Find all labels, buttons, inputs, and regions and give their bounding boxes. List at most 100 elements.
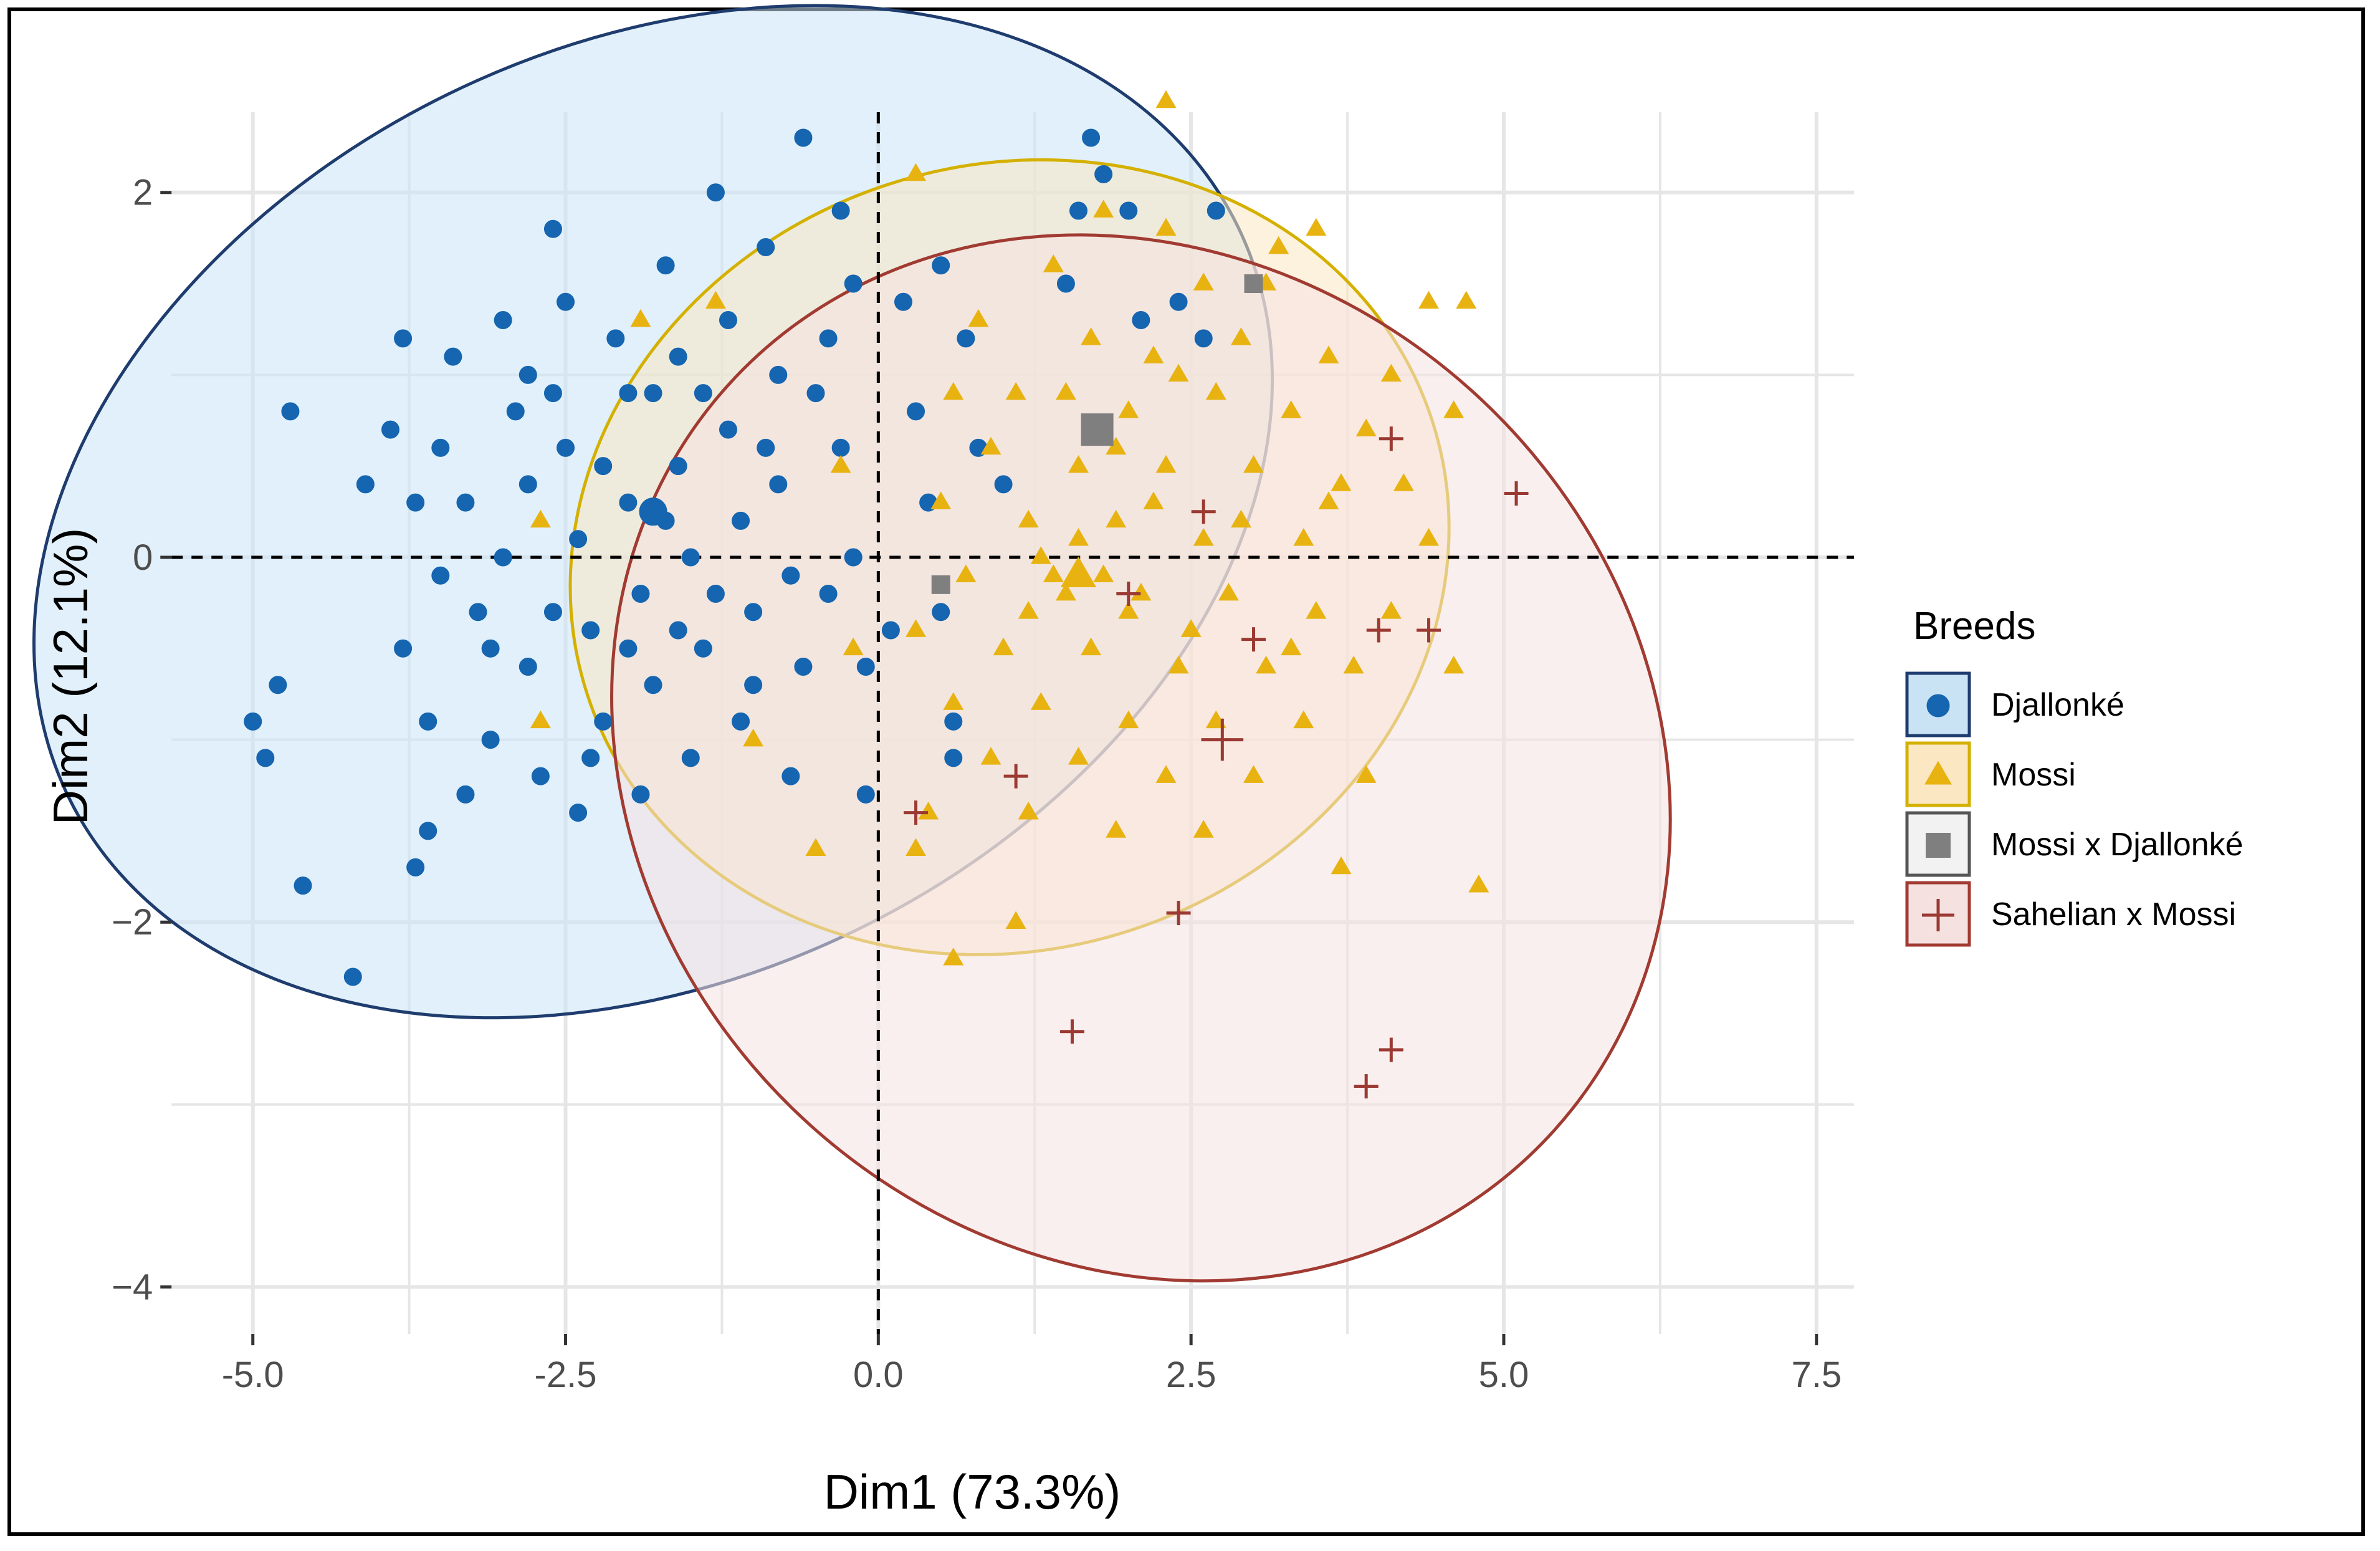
- point-djallonk: [631, 584, 650, 603]
- point-mossi: [1005, 911, 1026, 929]
- point-mossi: [1030, 546, 1051, 564]
- point-djallonk: [631, 785, 650, 804]
- point-djallonk: [394, 639, 413, 658]
- x-tick-label: -2.5: [535, 1355, 597, 1395]
- legend-key-plus-icon: [1922, 899, 1954, 931]
- x-axis-title: Dim1 (73.3%): [824, 1464, 1121, 1519]
- point-mossi: [1106, 820, 1127, 838]
- legend-label: Mossi: [1991, 757, 2076, 793]
- legend-key-circle-icon: [1926, 694, 1950, 718]
- point-djallonk: [681, 548, 700, 567]
- data-points: [244, 90, 1529, 1099]
- point-djallonk: [944, 749, 963, 767]
- point-djallonk: [1082, 128, 1101, 147]
- point-djallonk: [619, 639, 638, 658]
- point-mossi: [943, 382, 964, 400]
- point-djallonk: [557, 292, 575, 311]
- point-djallonk: [581, 749, 600, 767]
- point-djallonk: [494, 548, 512, 567]
- point-mossi: [1318, 491, 1339, 510]
- point-djallonk: [619, 493, 638, 512]
- y-tick-label: 2: [133, 173, 153, 213]
- point-mossi: [1331, 473, 1352, 491]
- point-djallonk: [644, 676, 662, 694]
- point-mossi: [1281, 400, 1302, 418]
- point-mossi: [1130, 582, 1152, 601]
- point-djallonk: [669, 457, 687, 476]
- point-mossi: [1230, 509, 1251, 528]
- point-mossi: [1230, 327, 1251, 345]
- point-djallonk: [856, 658, 875, 676]
- point-mossi: [968, 309, 989, 327]
- point-djallonk: [856, 785, 875, 804]
- point-djallonk: [343, 968, 362, 986]
- point-djallonk: [994, 475, 1013, 494]
- point-mossi: [1418, 291, 1440, 309]
- point-mossi: [918, 801, 939, 820]
- point-djallonk: [481, 731, 500, 749]
- point-mossi: [1393, 473, 1414, 491]
- group-centroids: [639, 413, 1244, 761]
- point-djallonk: [506, 402, 525, 421]
- point-djallonk: [881, 621, 900, 640]
- point-djallonk: [543, 603, 562, 622]
- point-mossi: [993, 637, 1014, 656]
- point-djallonk: [769, 475, 788, 494]
- point-djallonk: [757, 438, 775, 457]
- point-djallonk: [244, 712, 262, 731]
- point-djallonk: [569, 530, 588, 549]
- point-djallonk: [794, 128, 813, 147]
- point-djallonk: [944, 712, 963, 731]
- point-mossi: [1081, 637, 1102, 656]
- point-mossi: [1268, 236, 1289, 254]
- point-mossi: [1193, 528, 1214, 546]
- point-djallonk: [744, 603, 763, 622]
- point-djallonk: [1069, 201, 1088, 220]
- centroid-djallonk: [639, 497, 667, 526]
- legend-label: Djallonké: [1991, 687, 2124, 723]
- point-mossi: [830, 454, 851, 473]
- point-djallonk: [406, 858, 425, 876]
- point-sahelian-x-mossi: [904, 800, 929, 825]
- point-mossi: [530, 509, 551, 528]
- legend: Breeds Djallonké Mossi Mossi x Djallonké Sa…: [1905, 605, 2244, 947]
- point-djallonk: [431, 566, 450, 585]
- point-mossi: [630, 309, 651, 327]
- point-mossi: [906, 838, 927, 856]
- point-djallonk: [844, 274, 863, 293]
- point-mossi: [943, 948, 964, 966]
- point-djallonk: [519, 365, 537, 384]
- point-djallonk: [594, 457, 613, 476]
- point-mossi: [1343, 655, 1364, 674]
- point-mossi: [980, 436, 1001, 455]
- legend-key-triangle-icon: [1924, 761, 1952, 785]
- point-djallonk: [769, 365, 788, 384]
- point-mossi-x-djallonk: [1244, 274, 1263, 294]
- point-djallonk: [669, 347, 687, 366]
- point-mossi: [1443, 655, 1465, 674]
- point-sahelian-x-mossi: [1379, 426, 1403, 451]
- point-djallonk: [256, 749, 275, 767]
- point-mossi: [1055, 382, 1076, 400]
- point-mossi: [1293, 528, 1314, 546]
- point-djallonk: [543, 384, 562, 403]
- point-djallonk: [381, 420, 400, 439]
- point-mossi: [1331, 856, 1352, 875]
- point-djallonk: [356, 475, 375, 494]
- point-mossi: [1030, 692, 1051, 710]
- point-mossi: [1193, 820, 1214, 838]
- legend-items: Djallonké Mossi Mossi x Djallonké Sahelian …: [1905, 671, 2244, 947]
- point-djallonk: [444, 347, 462, 366]
- point-djallonk: [819, 329, 838, 348]
- point-mossi: [1155, 90, 1177, 108]
- point-djallonk: [1056, 274, 1075, 293]
- point-mossi: [1118, 601, 1139, 619]
- point-mossi: [1380, 601, 1402, 619]
- point-djallonk: [1132, 311, 1150, 330]
- point-sahelian-x-mossi: [1241, 627, 1266, 652]
- point-mossi: [1155, 218, 1177, 236]
- point-djallonk: [394, 329, 413, 348]
- legend-key-square-icon: [1926, 833, 1951, 858]
- point-mossi: [1068, 747, 1089, 765]
- point-djallonk: [1194, 329, 1213, 348]
